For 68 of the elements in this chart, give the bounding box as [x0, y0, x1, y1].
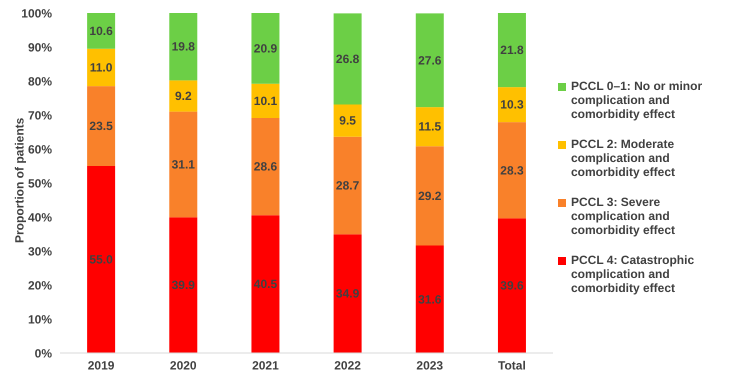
legend-label: PCCL 0–1: No or minor complication and comorbidity effect — [571, 78, 704, 120]
data-label: 55.0 — [89, 252, 114, 266]
bar — [416, 13, 444, 108]
legend-label: PCCL 2: Moderate complication and comorbidity effect — [571, 136, 676, 178]
data-label: 10.3 — [500, 98, 524, 112]
bar — [169, 217, 198, 353]
data-label: 31.1 — [172, 157, 196, 172]
data-label: 26.8 — [336, 52, 360, 66]
y-tick-label: 20% — [28, 278, 52, 292]
y-tick-label: 60% — [28, 142, 52, 156]
data-label: 28.7 — [336, 178, 360, 193]
data-label: 19.8 — [172, 40, 196, 54]
y-tick-label: 50% — [28, 176, 52, 190]
y-tick-label: 70% — [28, 108, 52, 122]
x-tick-label: 2020 — [170, 358, 197, 373]
x-tick-label: 2019 — [88, 358, 115, 373]
y-tick-label: 0% — [34, 346, 52, 360]
x-tick-label: 2023 — [416, 358, 444, 373]
y-tick-label: 30% — [28, 244, 52, 258]
bar — [334, 13, 362, 104]
x-tick-label: 2022 — [334, 358, 362, 373]
bar — [251, 84, 280, 118]
legend-label: PCCL 3: Severe complication and comorbidity effect — [571, 194, 676, 236]
bar — [169, 112, 198, 218]
bar — [87, 48, 116, 86]
data-label: 27.6 — [418, 53, 442, 68]
bar — [251, 118, 280, 216]
bar — [498, 122, 526, 218]
data-label: 9.5 — [339, 114, 356, 128]
bar — [169, 80, 198, 112]
bar — [87, 166, 116, 353]
data-label: 10.1 — [254, 94, 278, 108]
data-label: 39.6 — [500, 278, 524, 293]
data-label: 11.5 — [418, 120, 442, 134]
data-label: 21.8 — [500, 43, 524, 58]
y-axis-title: Proportion of patients — [12, 117, 26, 243]
bar — [416, 107, 444, 146]
data-label: 23.5 — [89, 119, 114, 134]
bar — [416, 146, 444, 246]
bar — [334, 234, 362, 353]
y-tick-label: 100% — [21, 6, 52, 20]
bar — [498, 13, 526, 88]
y-tick-label: 90% — [28, 40, 52, 54]
x-tick-label: Total — [498, 358, 526, 373]
x-tick-label: 2021 — [252, 358, 280, 373]
bar — [416, 246, 444, 353]
bar — [169, 13, 198, 80]
data-label: 9.2 — [174, 88, 192, 103]
data-label: 39.9 — [172, 278, 196, 292]
data-label: 28.3 — [500, 163, 524, 178]
data-label: 40.5 — [254, 277, 278, 292]
bar — [251, 13, 280, 84]
bar — [334, 136, 362, 234]
y-tick-label: 10% — [28, 312, 52, 326]
data-label: 20.9 — [254, 41, 278, 56]
data-label: 11.0 — [90, 60, 113, 74]
data-label: 29.2 — [418, 188, 442, 203]
data-label: 34.9 — [336, 286, 360, 301]
data-label: 28.6 — [254, 160, 278, 174]
y-tick-label: 80% — [28, 74, 52, 88]
bar — [498, 218, 526, 353]
bar — [251, 215, 280, 353]
legend-label: PCCL 4: Catastrophic complication and comorbidity effect — [571, 252, 696, 294]
y-tick-label: 40% — [28, 210, 52, 224]
bar — [334, 104, 362, 137]
data-label: 10.6 — [89, 24, 114, 38]
bar — [87, 86, 116, 166]
data-label: 31.6 — [418, 292, 442, 306]
